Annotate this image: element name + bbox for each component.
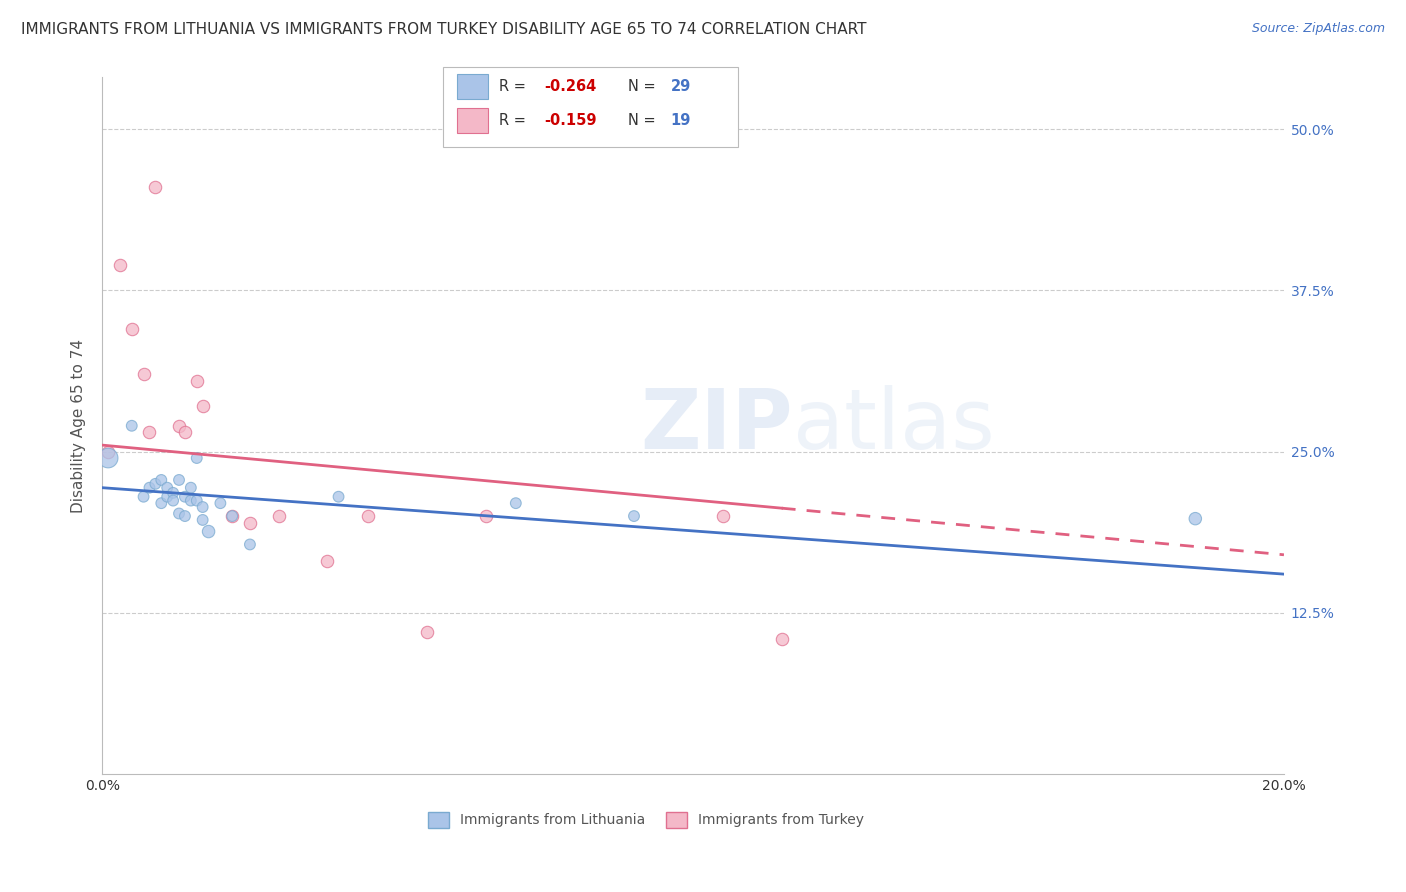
Point: [174, 509, 197, 524]
Point: [97, 444, 120, 458]
Point: [186, 493, 208, 508]
Point: [209, 496, 232, 510]
Point: [328, 490, 350, 504]
Point: [167, 507, 190, 521]
Text: 29: 29: [671, 79, 690, 94]
Text: R =: R =: [499, 79, 530, 94]
Point: [416, 625, 439, 640]
Point: [132, 490, 155, 504]
Point: [150, 496, 173, 510]
Point: [174, 490, 197, 504]
Point: [623, 509, 645, 524]
Point: [121, 418, 143, 433]
Point: [197, 524, 219, 539]
Text: ZIP: ZIP: [641, 385, 793, 467]
Text: Source: ZipAtlas.com: Source: ZipAtlas.com: [1251, 22, 1385, 36]
Point: [150, 473, 173, 487]
Point: [239, 537, 262, 551]
Point: [221, 509, 243, 524]
Point: [191, 400, 214, 414]
Y-axis label: Disability Age 65 to 74: Disability Age 65 to 74: [72, 339, 86, 513]
Point: [191, 513, 214, 527]
Point: [475, 509, 498, 524]
Point: [269, 509, 291, 524]
Point: [174, 425, 197, 440]
Point: [315, 554, 337, 568]
Point: [711, 509, 734, 524]
Point: [156, 481, 179, 495]
Point: [162, 493, 184, 508]
Point: [770, 632, 793, 646]
Point: [162, 486, 184, 500]
Point: [132, 367, 155, 381]
Point: [156, 490, 179, 504]
Point: [357, 509, 380, 524]
Text: R =: R =: [499, 113, 530, 128]
Point: [121, 322, 143, 336]
Point: [186, 450, 208, 465]
Point: [138, 481, 160, 495]
Text: -0.159: -0.159: [544, 113, 596, 128]
Point: [138, 425, 160, 440]
Point: [186, 374, 208, 388]
Legend: Immigrants from Lithuania, Immigrants from Turkey: Immigrants from Lithuania, Immigrants fr…: [422, 806, 869, 833]
Point: [97, 450, 120, 465]
Text: atlas: atlas: [793, 385, 995, 467]
Point: [191, 500, 214, 514]
Text: N =: N =: [628, 79, 661, 94]
Point: [167, 418, 190, 433]
Point: [145, 180, 167, 194]
Point: [145, 476, 167, 491]
Point: [180, 493, 202, 508]
Point: [167, 473, 190, 487]
Point: [108, 258, 131, 272]
Text: -0.264: -0.264: [544, 79, 596, 94]
Point: [180, 481, 202, 495]
Text: N =: N =: [628, 113, 661, 128]
Point: [1184, 511, 1206, 525]
Text: 19: 19: [671, 113, 690, 128]
Point: [221, 509, 243, 524]
Point: [505, 496, 527, 510]
Point: [239, 516, 262, 530]
Text: IMMIGRANTS FROM LITHUANIA VS IMMIGRANTS FROM TURKEY DISABILITY AGE 65 TO 74 CORR: IMMIGRANTS FROM LITHUANIA VS IMMIGRANTS …: [21, 22, 866, 37]
